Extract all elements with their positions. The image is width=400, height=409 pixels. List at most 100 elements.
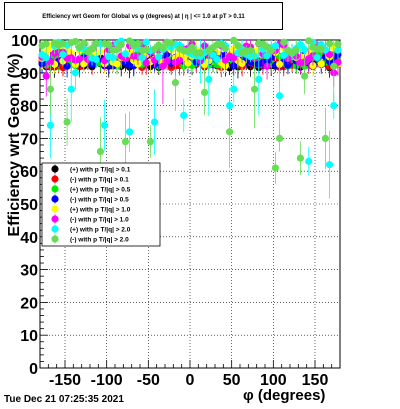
timestamp: Tue Dec 21 07:25:35 2021 xyxy=(4,394,124,405)
data-point xyxy=(196,49,205,57)
data-point xyxy=(334,40,342,48)
data-point xyxy=(92,55,100,64)
legend-entry: (+) with p T/|q| > 2.0 xyxy=(70,226,131,233)
data-point xyxy=(121,50,130,58)
data-point xyxy=(200,88,209,97)
data-point xyxy=(163,57,171,65)
data-point xyxy=(171,79,180,87)
data-point xyxy=(325,40,334,48)
data-point xyxy=(67,85,75,93)
data-point xyxy=(275,134,284,142)
data-point xyxy=(42,72,50,80)
y-tick-label: 0 xyxy=(29,361,38,378)
legend-entry: (+) with p T/|q| > 0.5 xyxy=(70,186,131,193)
y-tick-label: 40 xyxy=(20,230,38,247)
x-tick-label: 100 xyxy=(260,372,287,389)
data-point xyxy=(46,121,55,129)
data-point xyxy=(125,128,134,136)
data-point xyxy=(296,154,305,162)
y-tick-label: 60 xyxy=(20,164,38,181)
y-tick-label: 90 xyxy=(20,66,38,83)
legend-entry: (-) with p T/|q| > 0.5 xyxy=(70,196,129,203)
data-point xyxy=(146,138,155,146)
data-point xyxy=(71,37,80,46)
data-point xyxy=(271,42,280,50)
data-point xyxy=(230,85,238,93)
data-point xyxy=(225,128,234,136)
data-point xyxy=(309,61,317,70)
x-tick-label: -50 xyxy=(137,372,160,389)
data-point xyxy=(150,118,159,126)
data-point xyxy=(255,75,263,83)
y-tick-label: 50 xyxy=(20,197,38,214)
data-point xyxy=(275,60,284,68)
data-point xyxy=(100,121,109,129)
data-point xyxy=(42,54,50,62)
legend-entry: (+) with p T/|q| > 0.1 xyxy=(70,166,131,173)
legend-entry: (+) with p T/|q| > 1.0 xyxy=(70,206,131,213)
data-point xyxy=(175,56,184,64)
data-point xyxy=(184,59,192,67)
legend-box xyxy=(41,162,161,247)
data-point xyxy=(213,55,221,64)
data-point xyxy=(96,147,105,156)
data-point xyxy=(275,92,284,100)
data-point xyxy=(88,44,96,53)
legend-entry: (-) with p T/|q| > 0.1 xyxy=(70,176,129,183)
data-point xyxy=(59,40,67,48)
data-point xyxy=(234,42,242,50)
data-point xyxy=(134,39,142,48)
data-point xyxy=(330,102,338,110)
data-point xyxy=(63,118,71,126)
data-point xyxy=(325,50,334,59)
data-point xyxy=(325,161,334,169)
data-point xyxy=(280,38,288,46)
data-point xyxy=(221,44,230,53)
data-point xyxy=(188,43,196,52)
data-point xyxy=(113,45,121,54)
data-point xyxy=(80,39,88,47)
y-tick-label: 100 xyxy=(11,33,38,50)
data-point xyxy=(296,41,305,49)
data-point xyxy=(230,36,238,45)
data-point xyxy=(238,59,246,68)
x-tick-label: -100 xyxy=(91,372,123,389)
chart-title: Efficiency wrt Geom for Global vs φ (deg… xyxy=(42,14,245,20)
data-point xyxy=(305,157,313,165)
data-point xyxy=(209,51,217,59)
data-point xyxy=(142,46,150,54)
data-point xyxy=(71,69,80,77)
x-tick-label: -150 xyxy=(49,372,81,389)
y-tick-label: 20 xyxy=(20,295,38,312)
data-point xyxy=(63,62,71,70)
data-point xyxy=(75,55,84,63)
data-point xyxy=(42,40,50,48)
data-point xyxy=(142,59,150,67)
y-axis-label: Efficiency wrt Geom (%) xyxy=(6,53,23,237)
data-point xyxy=(284,61,292,69)
data-point xyxy=(305,37,313,45)
data-point xyxy=(142,38,150,46)
data-point xyxy=(271,164,280,172)
data-point xyxy=(155,53,163,61)
data-point xyxy=(59,50,67,59)
data-point xyxy=(300,46,309,54)
x-tick-label: 150 xyxy=(302,372,329,389)
data-point xyxy=(167,39,175,47)
data-point xyxy=(317,45,325,53)
data-point xyxy=(125,37,134,45)
data-point xyxy=(46,85,55,93)
y-tick-label: 70 xyxy=(20,131,38,148)
data-point xyxy=(317,60,325,68)
data-point xyxy=(105,41,113,49)
data-point xyxy=(330,62,338,70)
data-point xyxy=(180,111,188,120)
data-point xyxy=(250,85,259,93)
data-point xyxy=(113,60,121,68)
data-point xyxy=(92,39,100,47)
data-point xyxy=(117,40,125,49)
data-point xyxy=(159,62,167,70)
x-axis-label: φ (degrees) xyxy=(243,387,326,404)
y-tick-label: 80 xyxy=(20,99,38,116)
data-point xyxy=(159,43,167,52)
